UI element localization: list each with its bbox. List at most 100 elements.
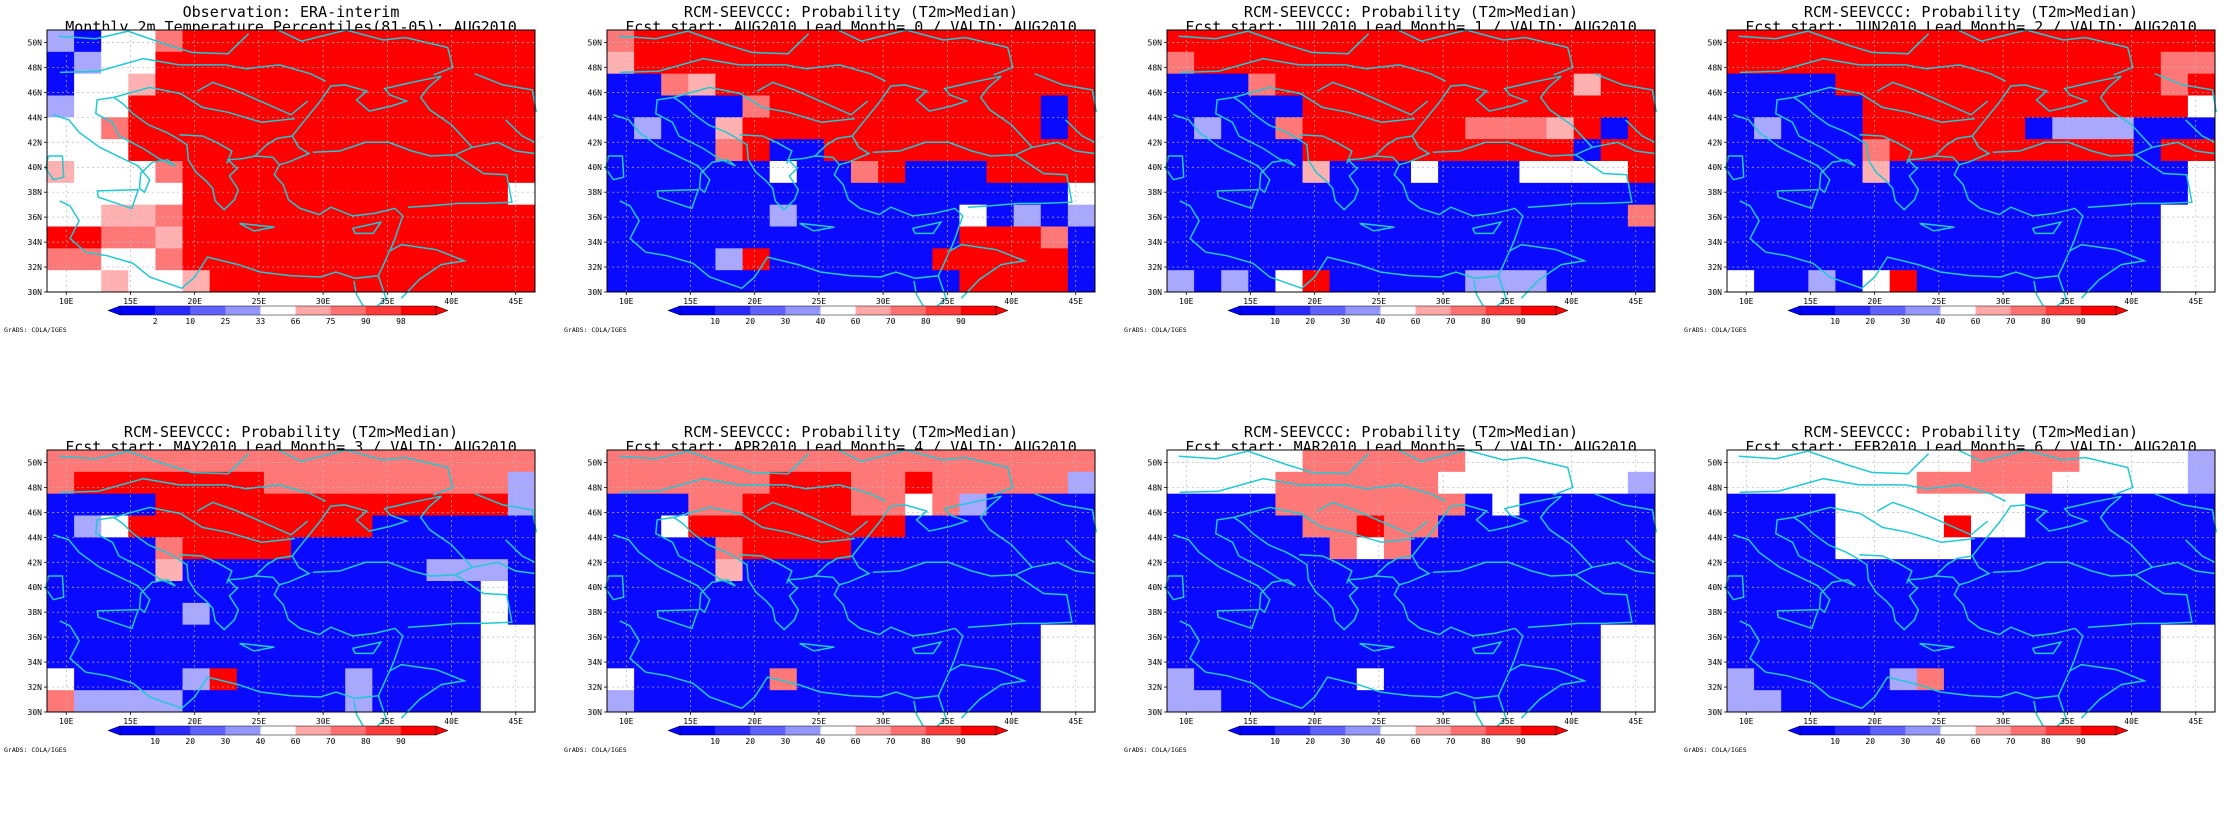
heatmap-cell (2079, 117, 2107, 140)
heatmap-cell (2025, 646, 2053, 669)
heatmap-cell (769, 51, 798, 75)
heatmap-cell (1943, 73, 1972, 96)
heatmap-cell (1889, 182, 1918, 206)
heatmap-cell (1221, 182, 1249, 206)
heatmap-cell (1754, 270, 1782, 293)
heatmap-cell (372, 493, 400, 516)
colorbar-segment (1345, 306, 1381, 315)
heatmap-cell (291, 646, 319, 669)
heatmap-cell (1781, 602, 1809, 626)
heatmap-cell (1727, 690, 1755, 713)
heatmap-cell (291, 51, 319, 75)
lon-tick-label: 30E (1996, 717, 2011, 726)
heatmap-cell (2052, 581, 2080, 604)
lat-tick-label: 50N (1148, 458, 1163, 467)
heatmap-cell (1221, 690, 1249, 713)
heatmap-cell (1808, 30, 1836, 53)
lat-tick-label: 36N (28, 633, 43, 642)
heatmap-cell (263, 515, 292, 538)
heatmap-cell (1013, 139, 1042, 162)
lon-tick-label: 45E (2189, 297, 2204, 306)
heatmap-cell (1194, 624, 1222, 647)
heatmap-cell (1754, 51, 1782, 75)
lon-tick-label: 40E (1004, 717, 1019, 726)
heatmap-cell (236, 95, 265, 118)
heatmap-cell (1383, 493, 1412, 516)
colorbar-tick-label: 80 (921, 317, 931, 326)
heatmap-cell (1492, 537, 1520, 560)
heatmap-cell (1835, 646, 1863, 669)
heatmap-cell (480, 270, 509, 293)
colorbar-arrow-low (1787, 725, 1801, 736)
colorbar-segment (680, 306, 716, 315)
coastline (1859, 554, 1913, 584)
coastline (1397, 29, 1574, 76)
heatmap-cell (1067, 270, 1096, 293)
heatmap-cell (263, 493, 292, 516)
heatmap-cell (661, 624, 689, 647)
heatmap-cell (47, 668, 75, 691)
heatmap-cell (688, 30, 716, 53)
heatmap-cell (480, 182, 509, 206)
heatmap-cell (796, 182, 825, 206)
heatmap-cell (878, 51, 906, 75)
heatmap-cell (742, 602, 771, 626)
heatmap-cell (1013, 602, 1042, 626)
heatmap-cell (1519, 559, 1547, 582)
heatmap-cell (715, 182, 743, 206)
heatmap-cell (1573, 30, 1602, 53)
colorbar: 2 10 25 33 66 75 90 98 (107, 305, 449, 326)
heatmap-cell (1916, 204, 1945, 227)
heatmap-cell (209, 51, 238, 75)
heatmap-cell (959, 624, 987, 647)
heatmap-cell (1971, 602, 1999, 626)
coastline (1624, 539, 1656, 563)
heatmap-cell (236, 182, 265, 206)
heatmap-cell (932, 471, 960, 495)
heatmap-cell (291, 226, 319, 249)
heatmap-cell (1781, 515, 1809, 538)
heatmap-cell (345, 690, 373, 713)
heatmap-cell (1916, 117, 1945, 140)
heatmap-cell (1889, 602, 1918, 626)
colorbar-segment (260, 726, 296, 735)
heatmap-cell (634, 30, 662, 53)
heatmap-cell (1465, 117, 1493, 140)
heatmap-cell (507, 95, 536, 118)
lat-tick-label: 40N (588, 163, 603, 172)
heatmap-cell (607, 602, 635, 626)
heatmap-cell (1727, 95, 1755, 118)
coastline (1859, 134, 1913, 164)
heatmap-cell (480, 537, 509, 560)
heatmap-cell (2187, 248, 2216, 271)
colorbar-segment (1800, 306, 1836, 315)
heatmap-cell (1519, 51, 1547, 75)
colorbar-tick-label: 30 (1901, 317, 1911, 326)
heatmap-cell (263, 471, 292, 495)
heatmap-cell (1356, 668, 1385, 691)
heatmap-cell (1438, 581, 1466, 604)
heatmap-cell (1519, 690, 1547, 713)
heatmap-cell (1808, 624, 1836, 647)
heatmap-cell (1600, 690, 1629, 713)
heatmap-cell (851, 537, 879, 560)
heatmap-cell (2187, 226, 2216, 249)
heatmap-cell (1627, 182, 1656, 206)
heatmap-cell (796, 668, 825, 691)
lat-tick-label: 36N (1148, 213, 1163, 222)
heatmap-cell (986, 602, 1015, 626)
heatmap-cell (1194, 204, 1222, 227)
heatmap-cell (263, 668, 292, 691)
coastline (1957, 449, 2134, 496)
grid-lines (1167, 30, 1655, 293)
colorbar-tick-label: 10 (185, 317, 195, 326)
grid-lines (607, 450, 1095, 713)
heatmap-cell (2025, 117, 2053, 140)
heatmap-cell (959, 161, 987, 184)
colorbar-segment (1380, 306, 1416, 315)
colorbar-segment (1485, 726, 1522, 735)
heatmap-cell (1519, 624, 1547, 647)
heatmap-cell (1781, 139, 1809, 162)
lat-tick-label: 42N (1148, 138, 1163, 147)
heatmap-cell (1302, 270, 1331, 293)
